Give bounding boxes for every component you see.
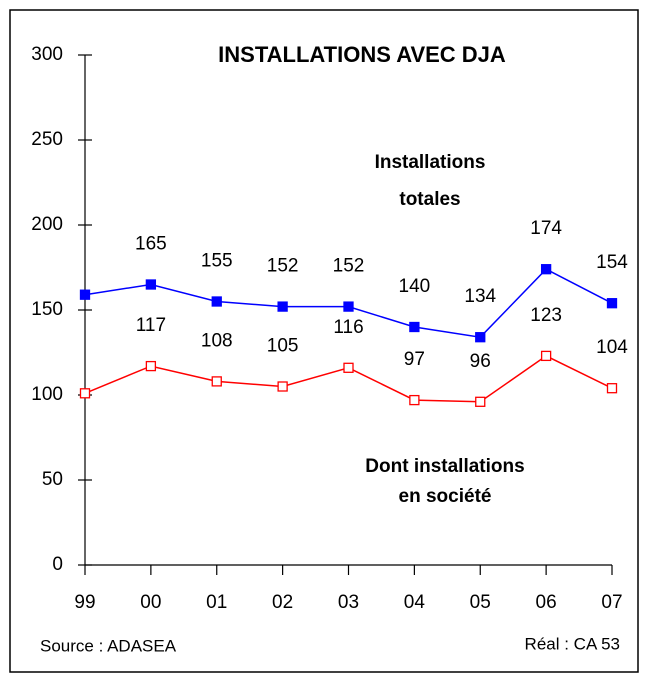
y-tick-label: 50 <box>42 469 63 490</box>
x-tick-label: 02 <box>272 592 293 613</box>
data-label: 140 <box>399 276 431 297</box>
x-tick-label: 06 <box>536 592 557 613</box>
data-label: 108 <box>201 330 233 351</box>
x-tick-label: 07 <box>601 592 622 613</box>
marker <box>409 394 420 406</box>
marker <box>211 296 222 307</box>
data-label: 174 <box>530 218 562 239</box>
y-tick-label: 250 <box>31 129 63 150</box>
data-label: 116 <box>333 317 363 338</box>
data-label: 96 <box>470 351 491 372</box>
y-tick-label: 150 <box>31 299 63 320</box>
marker <box>540 264 552 275</box>
annotation: Installations <box>375 152 486 173</box>
x-tick-label: 00 <box>140 592 161 613</box>
x-tick-label: 05 <box>470 592 491 613</box>
annotation: totales <box>399 189 460 210</box>
data-label: 104 <box>596 337 628 358</box>
data-label: 155 <box>201 251 233 272</box>
marker <box>540 350 552 362</box>
marker <box>79 388 91 399</box>
marker <box>343 362 354 373</box>
data-label: 105 <box>267 336 299 357</box>
marker <box>475 332 486 343</box>
data-label: 123 <box>530 305 562 326</box>
x-tick-label: 99 <box>74 592 95 613</box>
x-tick-label: 01 <box>206 592 227 613</box>
credit: Réal : CA 53 <box>525 634 620 653</box>
frame <box>9 9 639 673</box>
marker <box>277 301 288 312</box>
data-label: 165 <box>135 234 167 255</box>
marker <box>145 360 157 372</box>
data-label: 154 <box>596 252 628 273</box>
marker <box>475 396 486 407</box>
marker <box>277 381 288 392</box>
marker <box>606 383 618 394</box>
marker <box>145 279 157 290</box>
data-label: 134 <box>464 286 496 307</box>
marker <box>409 321 420 333</box>
chart-title: INSTALLATIONS AVEC DJA <box>218 42 506 67</box>
x-tick-label: 03 <box>338 592 359 613</box>
data-label: 117 <box>136 315 166 336</box>
data-label: 152 <box>267 256 299 277</box>
annotation: Dont installations <box>365 456 524 477</box>
marker <box>343 301 354 312</box>
y-tick-label: 0 <box>52 554 63 575</box>
marker <box>606 298 618 309</box>
y-tick-label: 200 <box>31 214 63 235</box>
marker <box>211 376 222 387</box>
marker <box>79 289 91 300</box>
source: Source : ADASEA <box>40 636 177 655</box>
annotation: en société <box>399 486 492 507</box>
data-label: 97 <box>404 349 425 370</box>
x-tick-label: 04 <box>404 592 426 613</box>
y-tick-label: 100 <box>31 384 63 405</box>
data-label: 152 <box>333 256 365 277</box>
y-tick-label: 300 <box>31 44 63 65</box>
